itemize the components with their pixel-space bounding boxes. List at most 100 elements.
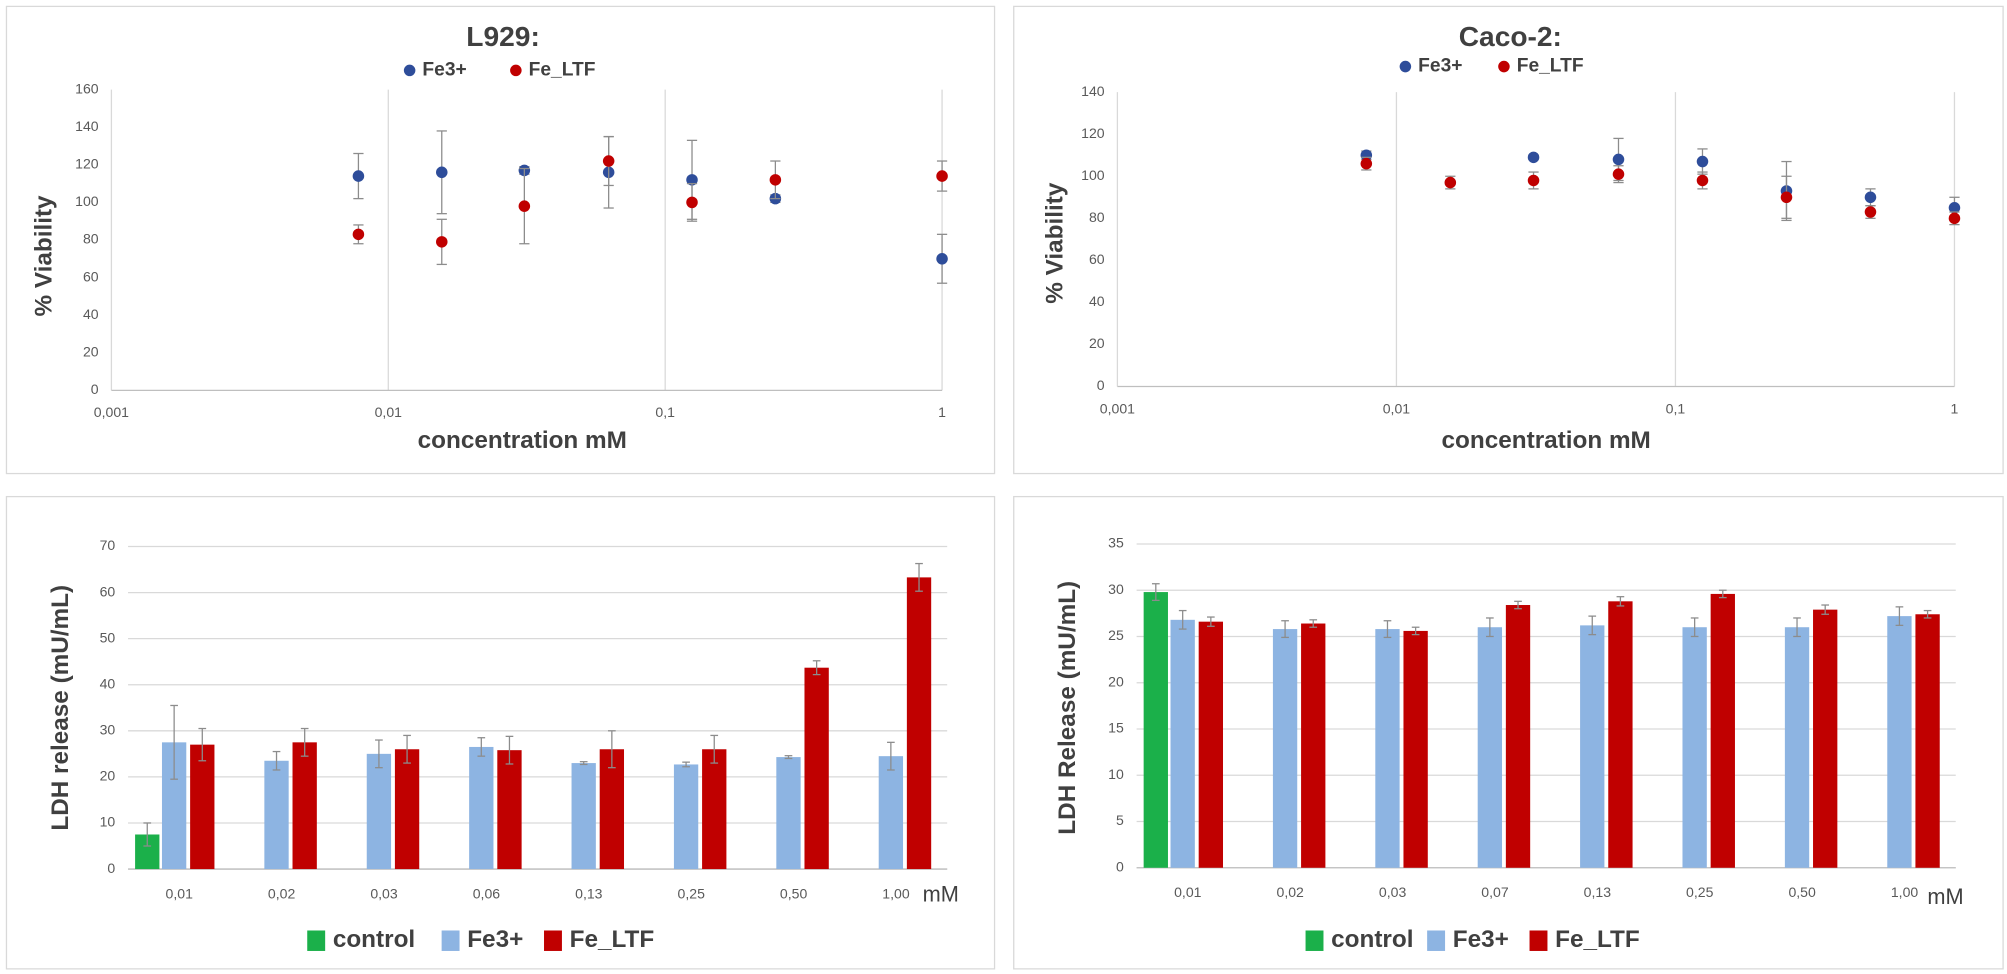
x-tick-label: 0,50 <box>780 885 808 901</box>
point <box>518 200 531 212</box>
bar <box>1580 625 1605 868</box>
point <box>1696 155 1709 168</box>
legend-swatch <box>307 930 326 951</box>
y-tick-label: 0 <box>1116 858 1124 874</box>
y-tick-label: 40 <box>83 306 99 322</box>
x-tick-label: 0,03 <box>370 885 398 901</box>
y-tick-label: 100 <box>1081 167 1105 183</box>
bar <box>1887 616 1912 868</box>
y-tick-label: 10 <box>1108 766 1124 782</box>
legend-marker <box>1399 60 1412 73</box>
point <box>1612 168 1625 180</box>
point <box>686 196 698 209</box>
y-tick-label: 35 <box>1108 535 1124 551</box>
x-tick-label: 0,07 <box>1481 884 1509 900</box>
x-tick-label: 0,50 <box>1788 884 1816 900</box>
legend-label: Fe_LTF <box>529 59 596 80</box>
point <box>936 253 948 265</box>
bar <box>906 577 932 870</box>
y-tick-label: 120 <box>1081 125 1105 141</box>
legend-swatch <box>1427 930 1446 951</box>
y-tick-label: 60 <box>83 268 99 284</box>
bar <box>571 763 596 870</box>
point <box>686 174 698 186</box>
point <box>1360 149 1373 161</box>
bar <box>1784 627 1810 868</box>
y-tick-label: 70 <box>100 537 116 553</box>
legend-swatch <box>1305 930 1324 951</box>
y-tick-label: 0 <box>1097 377 1105 393</box>
bar <box>776 757 801 870</box>
panel <box>5 495 996 970</box>
x-tick-label: 0,01 <box>1174 884 1202 900</box>
bar <box>366 753 392 870</box>
legend-label: Fe_LTF <box>1555 926 1640 953</box>
chart-title: Caco-2: <box>1459 21 1562 52</box>
y-tick-label: 5 <box>1116 812 1124 828</box>
point <box>1780 191 1793 204</box>
legend-label: Fe3+ <box>467 926 523 953</box>
x-tick-label: 0,13 <box>575 885 603 901</box>
y-axis-label: LDH Release (mU/mL) <box>1054 581 1081 835</box>
y-tick-label: 80 <box>83 231 99 247</box>
legend-label: Fe3+ <box>422 59 466 80</box>
legend-label: Fe3+ <box>1453 926 1509 953</box>
point <box>1864 191 1877 204</box>
x-tick-label: 0,25 <box>1686 884 1714 900</box>
point <box>602 155 615 167</box>
x-axis-label: mM <box>923 882 959 907</box>
point <box>1527 151 1540 164</box>
point <box>1948 212 1961 225</box>
bar <box>264 760 289 870</box>
x-tick-label: 0,01 <box>375 404 403 420</box>
bar <box>497 750 522 870</box>
point <box>936 170 948 182</box>
y-tick-label: 0 <box>107 860 115 876</box>
bar <box>804 667 829 870</box>
y-tick-label: 140 <box>75 118 99 134</box>
y-tick-label: 10 <box>100 814 116 830</box>
legend-marker <box>403 64 416 77</box>
x-tick-label: 0,02 <box>1277 884 1305 900</box>
x-tick-label: 0,03 <box>1379 884 1407 900</box>
bar <box>469 746 494 870</box>
y-tick-label: 20 <box>100 768 116 784</box>
bar <box>190 744 215 870</box>
y-axis-label: % Viability <box>30 195 57 317</box>
y-tick-label: 50 <box>100 629 116 645</box>
x-axis-label: concentration mM <box>1442 427 1651 454</box>
legend-label: Fe_LTF <box>1517 56 1584 77</box>
x-axis-label: concentration mM <box>418 427 627 454</box>
bar <box>599 749 625 870</box>
y-tick-label: 120 <box>75 156 99 172</box>
legend-swatch <box>1529 930 1548 951</box>
y-tick-label: 40 <box>1089 293 1105 309</box>
y-tick-label: 60 <box>100 583 116 599</box>
x-tick-label: 0,13 <box>1584 884 1612 900</box>
panel <box>1013 5 2004 475</box>
y-tick-label: 15 <box>1108 720 1124 736</box>
y-tick-label: 60 <box>1089 251 1105 267</box>
legend-swatch <box>544 930 562 951</box>
x-tick-label: 0,1 <box>1666 400 1686 416</box>
y-tick-label: 20 <box>1108 673 1124 689</box>
point <box>1444 176 1457 189</box>
x-tick-label: 1,00 <box>1891 884 1919 900</box>
y-tick-label: 25 <box>1108 627 1124 643</box>
legend-marker <box>1498 60 1510 73</box>
y-tick-label: 20 <box>1089 335 1105 351</box>
chart-title: L929: <box>466 21 540 52</box>
bar <box>1915 614 1940 868</box>
point <box>1696 174 1709 187</box>
bar <box>1710 593 1735 868</box>
bar <box>1170 619 1195 868</box>
legend-label: control <box>333 926 415 953</box>
x-tick-label: 0,01 <box>166 885 194 901</box>
x-tick-label: 0,02 <box>268 885 296 901</box>
bar <box>1505 605 1531 868</box>
point <box>352 228 365 241</box>
bar <box>394 749 420 870</box>
x-tick-label: 0,25 <box>678 885 706 901</box>
bar <box>673 764 699 870</box>
